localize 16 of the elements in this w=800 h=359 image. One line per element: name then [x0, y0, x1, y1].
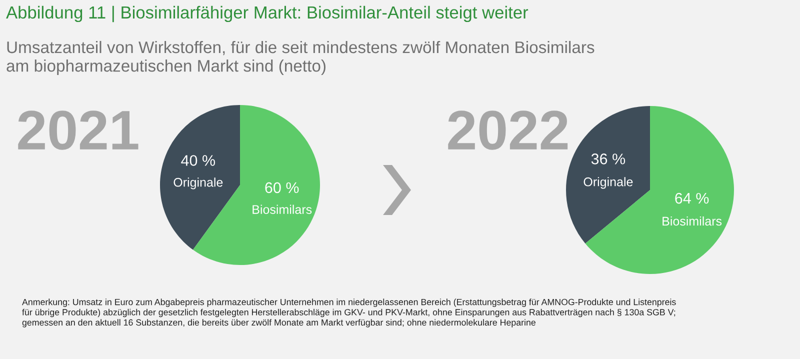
pie-slice: [585, 106, 734, 274]
data-label: 64 %: [675, 192, 709, 204]
pie-slice: [160, 105, 240, 250]
text: 2021: [18, 110, 138, 150]
slice-label: Biosimilars: [662, 216, 722, 226]
pie-slice: [566, 106, 650, 244]
chart-subtitle: Umsatzanteil von Wirkstoffen, für die seit mindestens zwölf Monaten Biosimilars am biopharmazeutischen Markt sind (netto): [6, 40, 594, 76]
data-label: 60 %: [265, 182, 299, 194]
slice-label: Biosimilars: [252, 204, 312, 214]
data-label: 40 %: [181, 155, 216, 166]
data-label: 36 %: [591, 154, 626, 164]
chart-title: Abbildung 11 | Biosimilarfähiger Markt: Biosimilar-Anteil steigt weiter: [6, 6, 528, 22]
text: 2022: [448, 110, 568, 150]
text: Anmerkung: Umsatz in Euro zum Abgabepreis pharmazeutischer Unternehmen im niedergelassenen Bereich (Erstattungsbetrag für AMNOG-Produkte und Listenpreis für übrige Produkte) abzüglich der gesetzlich festgelegten Herstellerabschläge im GKV- und PKV-Markt, ohne Einsparungen aus Rabattverträgen nach § 130a SGB V; gemessen an den aktuell 16 Substanzen, die bereits über zwölf Monate am Markt verfügbar sind; ohne niedermolekulare Heparine: [22, 298, 676, 328]
slice-label: Originale: [174, 178, 223, 190]
slice-label: Originale: [584, 177, 633, 189]
